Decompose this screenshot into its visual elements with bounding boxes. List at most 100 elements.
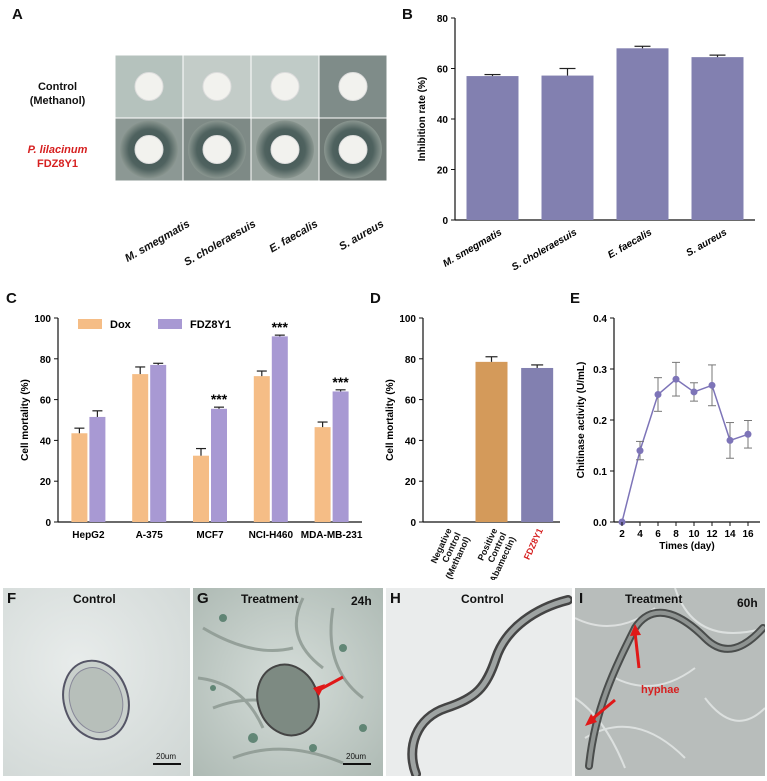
- panel-g-title: Treatment: [241, 592, 299, 606]
- inhibition-zone-grid: [114, 54, 388, 182]
- panel-g-time: 24h: [351, 594, 372, 608]
- chart-e-x-tick-label: 8: [673, 529, 679, 540]
- chart-c-legend-label: Dox: [110, 319, 132, 331]
- chart-d-y-tick-label: 20: [405, 477, 417, 488]
- chart-e-point: [744, 430, 752, 438]
- chart-e-point: [708, 381, 716, 389]
- panel-label-b: B: [402, 6, 413, 23]
- chart-c-bar-fdz8y1: [332, 391, 349, 522]
- chart-c-y-tick-label: 0: [45, 518, 51, 529]
- chart-b-x-tick-label: M. smegmatis: [441, 227, 504, 270]
- panel-label-f: F: [7, 590, 17, 607]
- panel-b-chart: 0 20 40 60 80 Inhibition rate (%) M. smegmatis…: [417, 14, 755, 273]
- chart-b-y-tick-label: 40: [437, 115, 449, 126]
- panel-label-i: I: [579, 590, 584, 607]
- chart-d-bar: [521, 367, 554, 522]
- panel-i-title: Treatment: [625, 592, 683, 606]
- paper-disc: [270, 72, 300, 101]
- chart-e-point: [654, 391, 662, 398]
- chart-b-y-tick-label: 80: [437, 14, 449, 25]
- panel-label-d: D: [370, 290, 381, 307]
- chart-c-y-tick-label: 40: [40, 436, 52, 447]
- chart-e-point: [726, 436, 734, 444]
- chart-c-bar-fdz8y1: [211, 408, 227, 522]
- chart-e-y-tick-label: 0.2: [593, 416, 607, 427]
- chart-c-x-tick-label: MDA-MB-231: [301, 530, 363, 541]
- row-label-treatment-line1: P. lilacinum: [27, 144, 88, 156]
- panel-c-chart: 0 20 40 60 80 100 Cell mortality (%) HepG2 A-375…: [20, 314, 363, 541]
- chart-c-y-tick-label: 100: [34, 314, 51, 325]
- chart-c-x-tick-label: NCI-H460: [249, 530, 294, 541]
- chart-c-bar-dox: [314, 427, 331, 522]
- chart-d-y-label: Cell mortality (%): [385, 379, 396, 461]
- panel-g-photo: G Treatment 24h 20um: [193, 588, 383, 776]
- chart-e-point: [672, 375, 680, 383]
- chart-b-bar: [466, 76, 519, 220]
- chart-e-y-tick-label: 0.3: [593, 365, 607, 376]
- paper-disc: [338, 72, 368, 101]
- paper-disc: [134, 135, 164, 164]
- chart-d-bar: [475, 361, 508, 522]
- panel-e-chart: 0.0 0.1 0.2 0.3 0.4 Chitinase activity (U/mL)…: [576, 314, 760, 552]
- chart-e-x-tick-label: 10: [688, 529, 700, 540]
- nematode-hyphae-image: [575, 588, 765, 770]
- chart-c-bar-dox: [71, 433, 88, 522]
- panel-i-annotation: hyphae: [641, 684, 680, 696]
- chart-e-y-tick-label: 0.4: [593, 314, 607, 325]
- chart-c-legend-swatch: [158, 319, 182, 329]
- chart-e-y-tick-label: 0.0: [593, 518, 607, 529]
- panel-h-title: Control: [461, 592, 504, 606]
- chart-c-y-label: Cell mortality (%): [20, 379, 31, 461]
- chart-e-x-tick-label: 14: [724, 529, 736, 540]
- chart-c-legend-swatch: [78, 319, 102, 329]
- chart-b-y-tick-label: 60: [437, 65, 449, 76]
- chart-d-x-tick-label: NegativeControl(Methanol): [425, 527, 471, 580]
- chart-c-bar-dox: [193, 455, 209, 522]
- paper-disc: [134, 72, 164, 101]
- chart-d-y-tick-label: 40: [405, 436, 417, 447]
- chart-c-y-tick-label: 60: [40, 396, 52, 407]
- panel-f-title: Control: [73, 592, 116, 606]
- chart-b-x-tick-label: E. faecalis: [606, 227, 654, 261]
- egg-image: [62, 659, 181, 765]
- chart-b-bar: [616, 48, 669, 220]
- chart-d-y-tick-label: 60: [405, 396, 417, 407]
- chart-d-x-tick-line: FDZ8Y1: [522, 527, 545, 562]
- chart-e-point: [636, 447, 644, 455]
- panel-a: Control (Methanol) P. lilacinum FDZ8Y1 M…: [0, 0, 400, 285]
- nematode-image: [407, 595, 572, 776]
- chart-c-bar-dox: [132, 374, 149, 522]
- chart-e-x-tick-label: 12: [706, 529, 718, 540]
- panel-g-scale: 20um: [346, 752, 367, 761]
- chart-d-x-tick-label: PositiveControl(Abamectin): [468, 527, 517, 580]
- chart-d-y-tick-label: 0: [410, 518, 416, 529]
- chart-c-x-tick-label: HepG2: [72, 530, 105, 541]
- chart-b-y-tick-label: 0: [442, 216, 448, 227]
- chart-c-bar-fdz8y1: [150, 364, 167, 522]
- chart-c-x-tick-label: MCF7: [196, 530, 224, 541]
- chart-d-y-tick-label: 80: [405, 355, 417, 366]
- paper-disc: [338, 135, 368, 164]
- chart-e-x-label: Times (day): [659, 541, 714, 552]
- chart-c-significance: ***: [272, 319, 289, 335]
- chart-e-x-tick-label: 6: [655, 529, 661, 540]
- row-label-control: Control (Methanol): [0, 80, 115, 108]
- paper-disc: [270, 135, 300, 164]
- row-label-control-line2: (Methanol): [29, 95, 86, 107]
- panel-label-h: H: [390, 590, 401, 607]
- paper-disc: [202, 72, 232, 101]
- panel-label-e: E: [570, 290, 581, 307]
- panel-label-c: C: [6, 290, 17, 307]
- panel-label-a: A: [12, 6, 23, 23]
- chart-c-significance: ***: [211, 391, 228, 407]
- panel-i-photo: I Treatment 60h hyphae: [575, 588, 765, 776]
- chart-b-bar: [541, 75, 594, 220]
- chart-b-x-tick-label: S. aureus: [685, 227, 730, 259]
- chart-c-legend-label: FDZ8Y1: [190, 319, 231, 331]
- chart-b-y-tick-label: 20: [437, 166, 449, 177]
- chart-e-y-tick-label: 0.1: [593, 467, 607, 478]
- chart-b-bar: [691, 57, 744, 221]
- chart-d-x-tick-label: FDZ8Y1: [522, 527, 545, 562]
- chart-c-bar-dox: [253, 376, 270, 522]
- panel-label-g: G: [197, 590, 209, 607]
